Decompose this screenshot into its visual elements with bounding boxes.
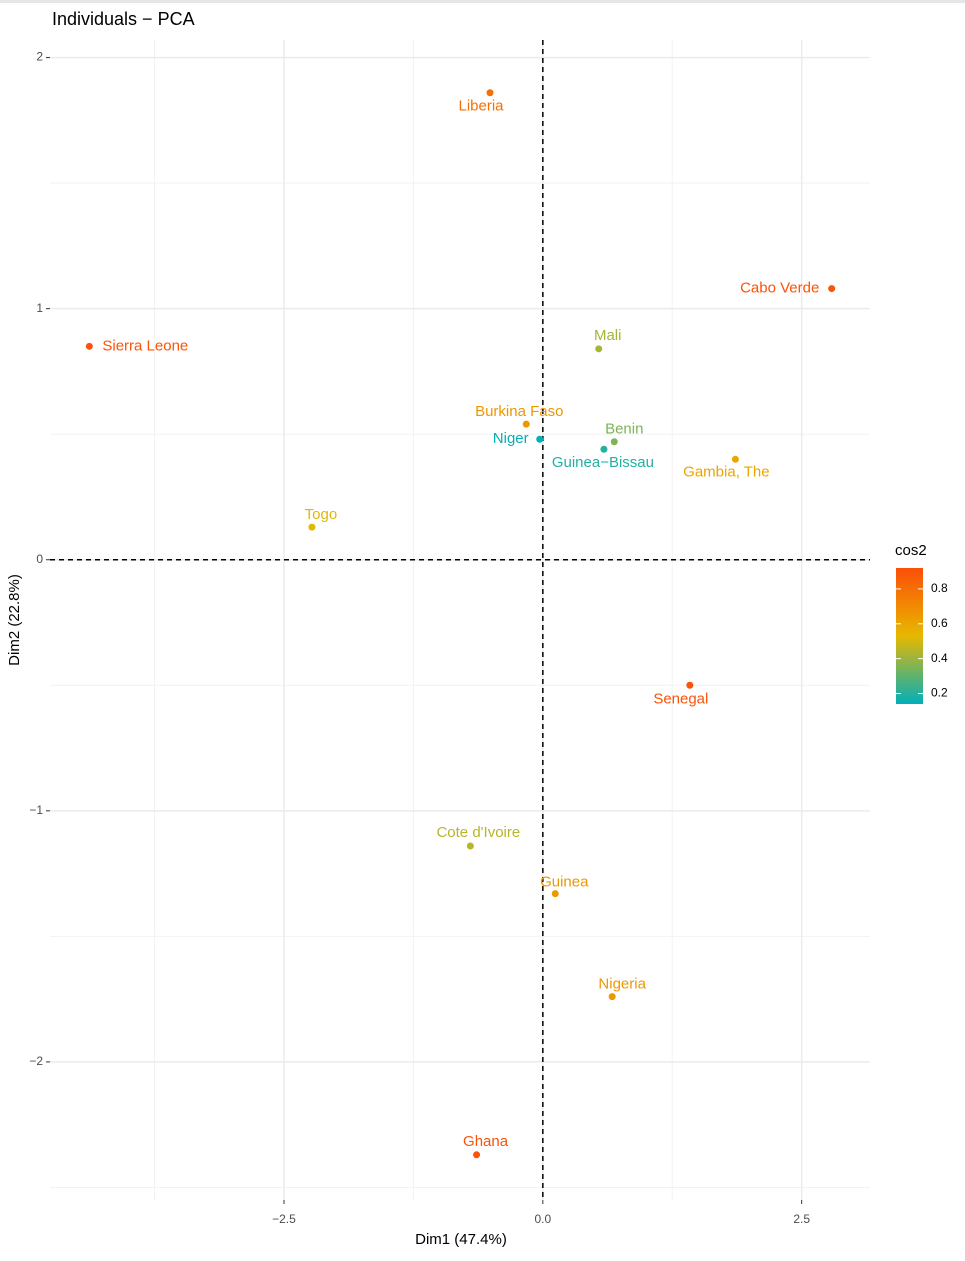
point xyxy=(486,89,494,97)
point xyxy=(686,681,694,689)
y-tick-label: 1 xyxy=(36,301,43,315)
point xyxy=(466,842,474,850)
point-label: Nigeria xyxy=(598,976,646,993)
x-tick-label: 2.5 xyxy=(793,1212,810,1226)
y-tick-label: −2 xyxy=(29,1054,43,1068)
x-tick-label: 0.0 xyxy=(534,1212,551,1226)
colorbar-label: 0.8 xyxy=(931,581,948,595)
point-label: Ghana xyxy=(463,1133,509,1150)
colorbar xyxy=(896,568,923,704)
point-label: Guinea xyxy=(540,874,589,891)
point-label: Sierra Leone xyxy=(102,337,188,354)
y-tick-label: 2 xyxy=(36,50,43,64)
point-label: Senegal xyxy=(653,690,708,707)
point xyxy=(828,285,836,293)
colorbar-label: 0.6 xyxy=(931,616,948,630)
point-label: Cabo Verde xyxy=(740,280,819,297)
point xyxy=(600,445,608,453)
point-label: Guinea−Bissau xyxy=(552,454,654,471)
point xyxy=(536,435,544,443)
point-label: Mali xyxy=(594,327,622,344)
point-label: Togo xyxy=(305,506,338,523)
chart-title: Individuals − PCA xyxy=(52,9,195,29)
point xyxy=(608,993,616,1001)
point xyxy=(522,420,530,428)
point xyxy=(85,342,93,350)
x-tick-label: −2.5 xyxy=(272,1212,296,1226)
y-tick-label: 0 xyxy=(36,552,43,566)
point-label: Burkina Faso xyxy=(475,403,563,420)
point xyxy=(551,890,559,898)
point xyxy=(595,345,603,353)
colorbar-label: 0.4 xyxy=(931,651,948,665)
point-label: Benin xyxy=(605,421,643,438)
point-label: Cote d'Ivoire xyxy=(436,824,520,841)
point xyxy=(473,1151,481,1159)
colorbar-label: 0.2 xyxy=(931,686,948,700)
legend-title: cos2 xyxy=(895,542,927,559)
y-axis-label: Dim2 (22.8%) xyxy=(6,574,23,666)
point-label: Liberia xyxy=(459,98,505,115)
top-border xyxy=(0,0,965,3)
point-label: Gambia, The xyxy=(683,463,769,480)
point xyxy=(308,523,316,531)
y-tick-label: −1 xyxy=(29,803,43,817)
x-axis-label: Dim1 (47.4%) xyxy=(415,1231,507,1248)
point xyxy=(610,438,618,446)
point xyxy=(731,455,739,463)
point-label: Niger xyxy=(493,430,529,447)
